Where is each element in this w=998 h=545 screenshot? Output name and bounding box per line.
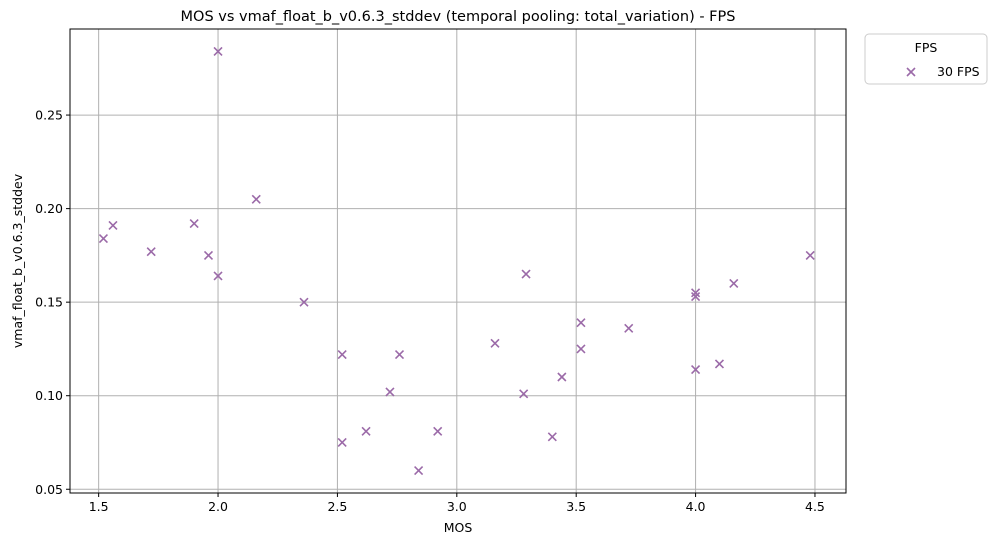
data-point xyxy=(98,233,108,244)
y-tick-label: 0.25 xyxy=(35,108,63,123)
chart-title: MOS vs vmaf_float_b_v0.6.3_stddev (tempo… xyxy=(181,9,736,25)
legend-title: FPS xyxy=(915,40,938,55)
data-point xyxy=(361,426,371,436)
data-point xyxy=(337,349,347,360)
data-point xyxy=(576,344,586,354)
data-point xyxy=(691,364,701,375)
x-axis-title: MOS xyxy=(444,520,473,535)
data-point xyxy=(691,291,701,302)
data-point xyxy=(203,250,214,260)
data-point xyxy=(729,278,739,289)
data-point xyxy=(714,359,725,369)
x-tick-label: 3.5 xyxy=(566,499,586,514)
x-tick-label: 4.0 xyxy=(686,499,706,514)
x-tick-label: 2.0 xyxy=(208,499,228,514)
y-tick-label: 0.10 xyxy=(35,388,63,403)
data-point xyxy=(547,432,557,442)
data-point xyxy=(433,426,443,436)
data-point xyxy=(805,250,815,260)
data-point xyxy=(521,269,531,279)
x-axis-ticks: 1.5 2.0 2.5 3.0 3.5 4.0 4.5 xyxy=(89,493,825,514)
data-point xyxy=(299,297,309,307)
data-point xyxy=(337,437,347,448)
data-point xyxy=(251,194,261,204)
y-tick-label: 0.05 xyxy=(35,482,63,497)
legend-marker-glyph xyxy=(906,67,916,77)
y-axis-ticks: 0.05 0.10 0.15 0.20 0.25 xyxy=(35,108,70,497)
data-point xyxy=(213,271,223,281)
legend-entry-30-fps: 30 FPS xyxy=(937,64,980,79)
x-tick-label: 1.5 xyxy=(89,499,109,514)
grid-lines xyxy=(70,29,846,493)
x-tick-label: 2.5 xyxy=(327,499,347,514)
data-point xyxy=(108,220,118,231)
data-point xyxy=(385,387,395,397)
legend-marker-x-icon xyxy=(906,67,916,77)
data-point xyxy=(576,318,586,328)
data-point xyxy=(557,372,567,382)
x-tick-label: 4.5 xyxy=(805,499,825,514)
plot-frame xyxy=(69,28,847,494)
x-tick-label: 3.0 xyxy=(447,499,467,514)
y-tick-label: 0.15 xyxy=(35,295,63,310)
data-point xyxy=(213,46,223,57)
legend-box xyxy=(864,33,988,85)
data-point xyxy=(146,247,156,257)
y-tick-label: 0.20 xyxy=(35,201,63,216)
data-point xyxy=(189,219,199,229)
y-axis-title: vmaf_float_b_v0.6.3_stddev xyxy=(10,173,25,348)
legend: FPS 30 FPS xyxy=(864,33,988,85)
data-point xyxy=(519,389,529,399)
data-point xyxy=(624,323,634,333)
data-point xyxy=(394,349,405,360)
data-point xyxy=(414,465,424,476)
data-point xyxy=(490,338,500,348)
data-points xyxy=(98,46,815,476)
data-point xyxy=(691,288,701,298)
